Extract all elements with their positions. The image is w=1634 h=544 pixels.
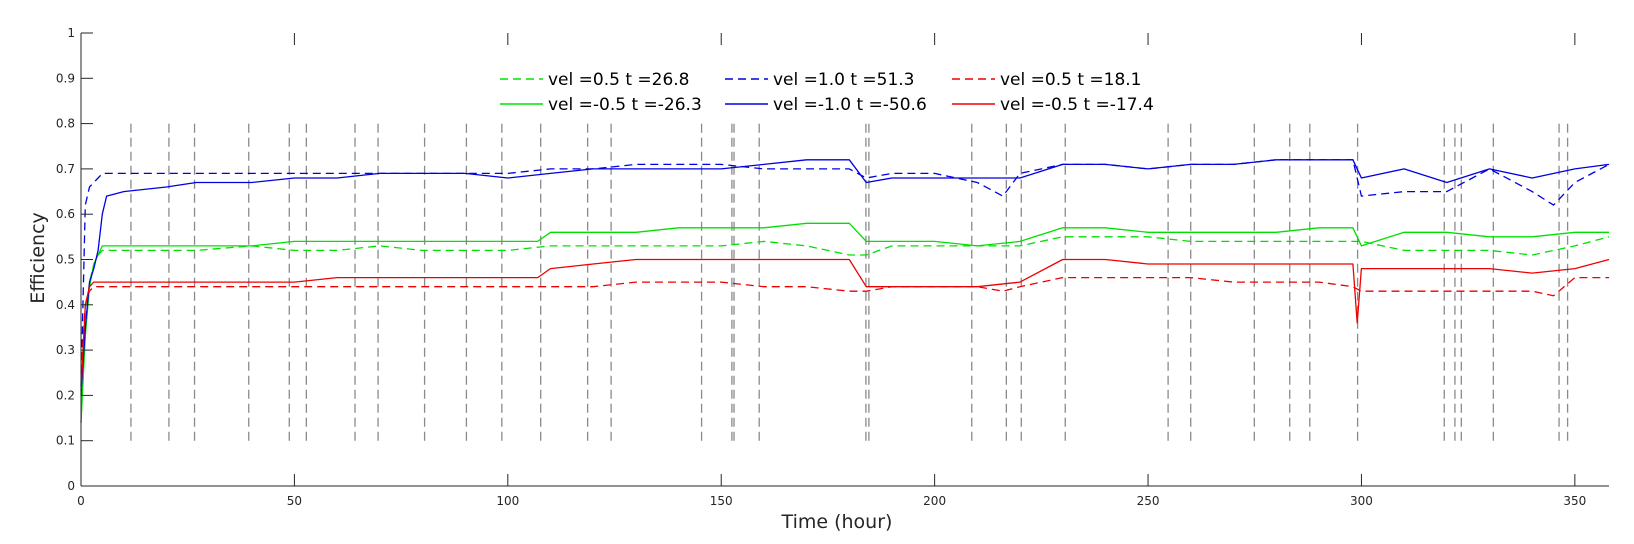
y-tick-label-1: 0.1 (56, 434, 75, 448)
legend-label-1: vel =1.0 t =51.3 (773, 70, 915, 90)
y-tick-label-0: 0 (67, 479, 75, 493)
x-tick-label-6: 300 (1350, 494, 1373, 508)
y-tick-label-4: 0.4 (56, 298, 75, 312)
series-line-0 (80, 236, 1610, 423)
x-tick-label-3: 150 (710, 494, 733, 508)
series-line-2 (80, 276, 1609, 373)
legend-label-3: vel =-0.5 t =-26.3 (548, 95, 702, 115)
y-tick-label-2: 0.2 (56, 388, 75, 402)
series-lines (80, 159, 1610, 423)
series-line-1 (80, 159, 1610, 387)
event-markers (130, 123, 1569, 441)
x-tick-label-5: 250 (1137, 494, 1160, 508)
y-tick-label-7: 0.7 (56, 162, 75, 176)
y-tick-label-5: 0.5 (56, 253, 75, 267)
axes: 0 50 100 150 200 250 300 350 0 0.1 0.2 0.3 0.4 0.5 0.6… (56, 26, 1609, 508)
legend-label-0: vel =0.5 t =26.8 (548, 70, 690, 90)
x-tick-label-7: 350 (1563, 494, 1586, 508)
y-tick-label-9: 0.9 (56, 71, 75, 85)
y-tick-label-10: 1 (67, 26, 75, 40)
series-line-4 (80, 159, 1610, 396)
series-line-5 (80, 258, 1610, 391)
y-axis-label: Efficiency (27, 212, 49, 304)
legend-label-4: vel =-1.0 t =-50.6 (773, 95, 927, 115)
legend-label-5: vel =-0.5 t =-17.4 (1000, 95, 1154, 115)
x-tick-label-1: 50 (287, 494, 302, 508)
legend: vel =0.5 t =26.8 vel =1.0 t =51.3 vel =0.5… (500, 70, 1154, 115)
legend-label-2: vel =0.5 t =18.1 (1000, 70, 1142, 90)
y-tick-label-3: 0.3 (56, 343, 75, 357)
series-line-3 (80, 222, 1609, 423)
y-tick-label-6: 0.6 (56, 207, 75, 221)
y-tick-label-8: 0.8 (56, 117, 75, 131)
x-tick-label-2: 100 (496, 494, 519, 508)
x-tick-label-0: 0 (77, 494, 85, 508)
x-tick-label-4: 200 (923, 494, 946, 508)
x-axis-label: Time (hour) (781, 511, 893, 533)
